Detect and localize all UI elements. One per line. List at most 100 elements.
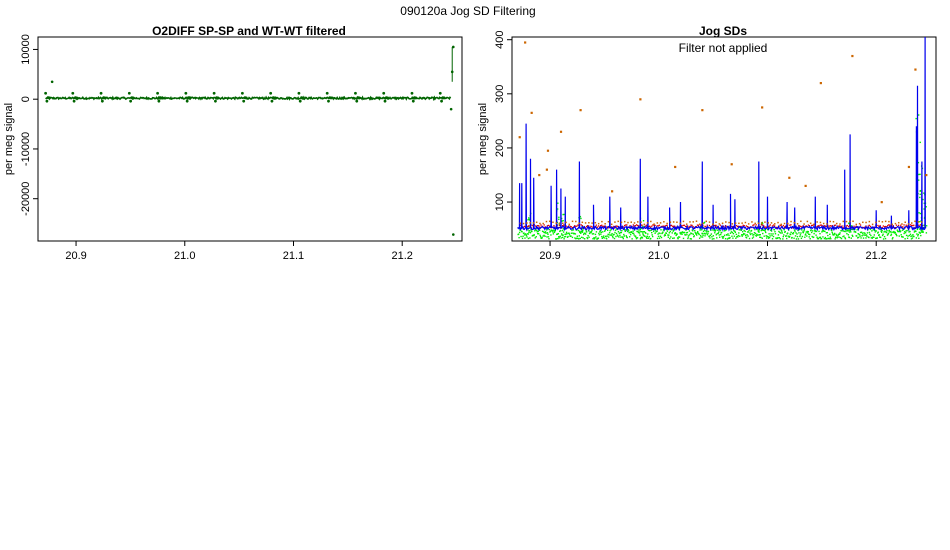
- green-point: [672, 230, 674, 232]
- green-point: [652, 230, 655, 233]
- green-point: [881, 229, 883, 232]
- green-point: [616, 234, 619, 236]
- green-point: [894, 231, 897, 234]
- green-point: [565, 233, 567, 235]
- green-point: [567, 235, 569, 238]
- green-point: [696, 234, 698, 236]
- green-point: [693, 235, 695, 237]
- green-point: [547, 233, 549, 236]
- chart-right-plot-frame: [511, 36, 937, 242]
- green-point: [643, 234, 645, 237]
- green-point: [730, 231, 733, 233]
- orange-point: [822, 222, 825, 225]
- green-point: [765, 237, 768, 239]
- orange-point: [607, 220, 610, 223]
- green-point: [522, 235, 524, 238]
- red-point: [629, 224, 631, 227]
- green-point: [562, 234, 564, 236]
- data-point: [188, 96, 192, 100]
- orange-outlier-point: [518, 136, 521, 139]
- green-spike-point: [562, 219, 564, 222]
- green-spike-point: [557, 202, 559, 204]
- blue-series-line: [517, 37, 927, 232]
- red-point: [725, 225, 727, 227]
- green-point: [683, 231, 686, 234]
- green-point: [811, 235, 813, 238]
- green-spike-point: [639, 228, 642, 231]
- green-point: [612, 236, 614, 239]
- green-point: [624, 230, 626, 233]
- green-spike-point: [527, 233, 530, 235]
- green-point: [803, 230, 805, 232]
- green-point: [780, 232, 782, 234]
- x-tick-label: 21.2: [865, 250, 886, 262]
- orange-point: [835, 222, 838, 225]
- orange-point: [676, 221, 678, 223]
- orange-point: [522, 222, 525, 225]
- orange-outlier-point: [907, 165, 911, 169]
- green-point: [576, 235, 579, 237]
- green-point: [836, 237, 838, 239]
- green-point: [604, 230, 606, 232]
- data-point: [383, 99, 387, 103]
- green-point: [627, 228, 629, 231]
- red-point: [788, 227, 790, 229]
- green-point: [728, 237, 731, 240]
- data-point: [45, 99, 49, 103]
- green-point: [761, 237, 763, 239]
- green-point: [602, 231, 604, 233]
- green-point: [552, 231, 554, 233]
- data-point: [157, 99, 161, 103]
- green-point: [650, 229, 652, 231]
- red-point: [634, 225, 637, 227]
- red-point: [837, 225, 839, 227]
- green-point: [922, 230, 924, 232]
- green-point: [521, 230, 523, 233]
- green-point: [751, 232, 753, 235]
- green-point: [715, 234, 717, 236]
- green-point: [678, 236, 681, 238]
- data-point: [160, 96, 163, 100]
- green-point: [760, 236, 762, 239]
- green-point: [677, 237, 679, 240]
- green-point: [860, 231, 863, 233]
- orange-point: [806, 220, 809, 223]
- green-point: [565, 231, 568, 234]
- orange-point: [764, 221, 766, 223]
- red-point: [595, 224, 598, 226]
- green-point: [674, 232, 677, 235]
- green-point: [793, 237, 795, 239]
- green-point: [726, 238, 729, 240]
- green-point: [698, 237, 701, 239]
- green-point: [788, 236, 790, 238]
- green-point: [572, 232, 574, 234]
- green-point: [801, 229, 803, 231]
- red-point: [601, 224, 603, 226]
- green-point: [712, 235, 715, 237]
- green-point: [774, 231, 776, 233]
- green-point: [822, 236, 824, 238]
- data-point: [184, 91, 188, 95]
- orange-point: [855, 223, 858, 226]
- green-spike-point: [919, 141, 921, 144]
- green-point: [864, 234, 867, 236]
- green-point: [819, 232, 821, 235]
- green-point: [870, 237, 873, 239]
- data-point: [386, 96, 390, 100]
- green-point: [689, 233, 691, 236]
- green-point: [578, 238, 580, 240]
- green-point: [913, 235, 915, 238]
- green-point: [746, 231, 749, 233]
- red-point: [573, 225, 576, 227]
- green-point: [833, 234, 835, 236]
- orange-point: [829, 220, 831, 223]
- orange-point: [614, 221, 616, 223]
- green-point: [916, 228, 919, 231]
- green-point: [661, 232, 664, 234]
- orange-point: [568, 223, 571, 226]
- green-spike-point: [918, 228, 921, 230]
- green-point: [851, 234, 853, 237]
- green-point: [591, 229, 593, 232]
- green-point: [733, 229, 735, 232]
- green-spike-point: [562, 228, 565, 230]
